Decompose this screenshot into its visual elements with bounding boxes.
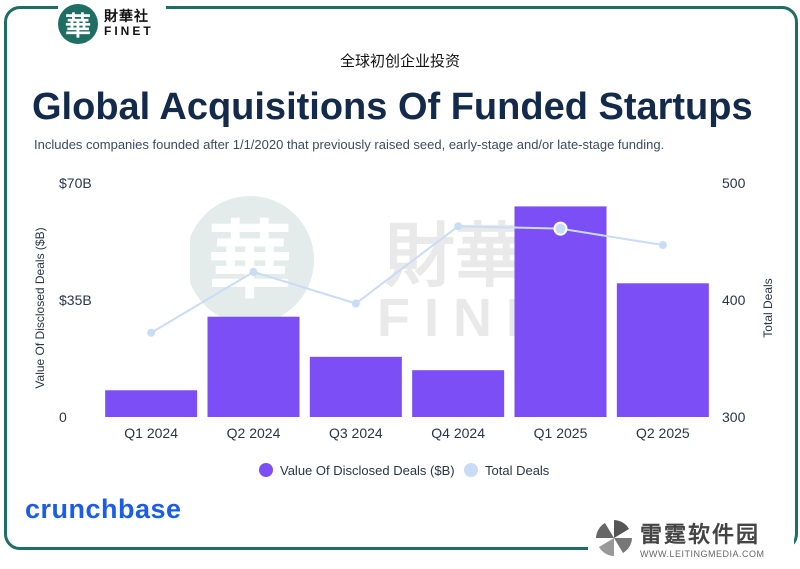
finet-logo: 華 財華社 FINET — [58, 2, 166, 46]
total-deals-point-5 — [658, 241, 667, 250]
left-tick-label: 0 — [59, 409, 67, 425]
legend-label-deals: Total Deals — [485, 463, 550, 478]
left-tick-label: $35B — [59, 292, 92, 308]
right-axis-label: Total Deals — [761, 278, 775, 337]
x-tick-label: Q3 2024 — [329, 425, 383, 441]
finet-logo-en: FINET — [104, 24, 154, 39]
legend: Value Of Disclosed Deals ($B) Total Deals — [259, 463, 550, 478]
finet-logo-mark: 華 — [58, 4, 98, 44]
x-axis-ticks: Q1 2024 Q2 2024 Q3 2024 Q4 2024 Q1 2025 Q2 20… — [124, 425, 690, 441]
right-tick-label: 500 — [722, 175, 746, 191]
bar-0 — [105, 390, 198, 417]
leiting-logo-cn: 雷霆软件园 — [640, 523, 761, 548]
right-axis-ticks: 300 400 500 — [722, 175, 746, 425]
left-tick-label: $70B — [59, 175, 92, 191]
bar-3 — [412, 370, 505, 417]
total-deals-point-3 — [454, 222, 463, 231]
total-deals-point-2 — [351, 299, 360, 308]
chart-frame — [4, 6, 798, 550]
total-deals-line — [150, 225, 663, 334]
x-tick-label: Q2 2024 — [227, 425, 281, 441]
x-tick-label: Q1 2024 — [124, 425, 178, 441]
legend-swatch-deals — [464, 463, 478, 477]
x-tick-label: Q4 2024 — [431, 425, 485, 441]
total-deals-point-4 — [553, 221, 568, 236]
left-axis-label: Value Of Disclosed Deals ($B) — [33, 227, 47, 388]
right-tick-label: 300 — [722, 409, 746, 425]
x-tick-label: Q1 2025 — [534, 425, 588, 441]
bar-5 — [616, 283, 709, 417]
finet-logo-cn: 財華社 — [104, 9, 149, 26]
left-axis-ticks: 0 $35B $70B — [59, 175, 92, 425]
x-tick-label: Q2 2025 — [636, 425, 690, 441]
total-deals-point-0 — [147, 328, 156, 337]
line-group — [147, 221, 667, 337]
right-tick-label: 400 — [722, 292, 746, 308]
leiting-logo-url: WWW.LEITINGMEDIA.COM — [640, 549, 765, 559]
leiting-logo-icon — [596, 520, 632, 556]
leiting-logo: 雷霆软件园 WWW.LEITINGMEDIA.COM — [588, 511, 794, 565]
total-deals-point-1 — [249, 267, 258, 276]
bar-1 — [207, 316, 300, 417]
chart-subtitle: Includes companies founded after 1/1/202… — [34, 137, 665, 152]
bar-2 — [309, 356, 402, 417]
chinese-title: 全球初创企业投资 — [339, 52, 460, 70]
bar-4 — [514, 206, 607, 417]
legend-swatch-value — [259, 463, 273, 477]
legend-label-value: Value Of Disclosed Deals ($B) — [280, 463, 455, 478]
chart-title: Global Acquisitions Of Funded Startups — [32, 86, 753, 128]
bars-group — [105, 206, 709, 417]
crunchbase-logo: crunchbase — [25, 494, 182, 524]
